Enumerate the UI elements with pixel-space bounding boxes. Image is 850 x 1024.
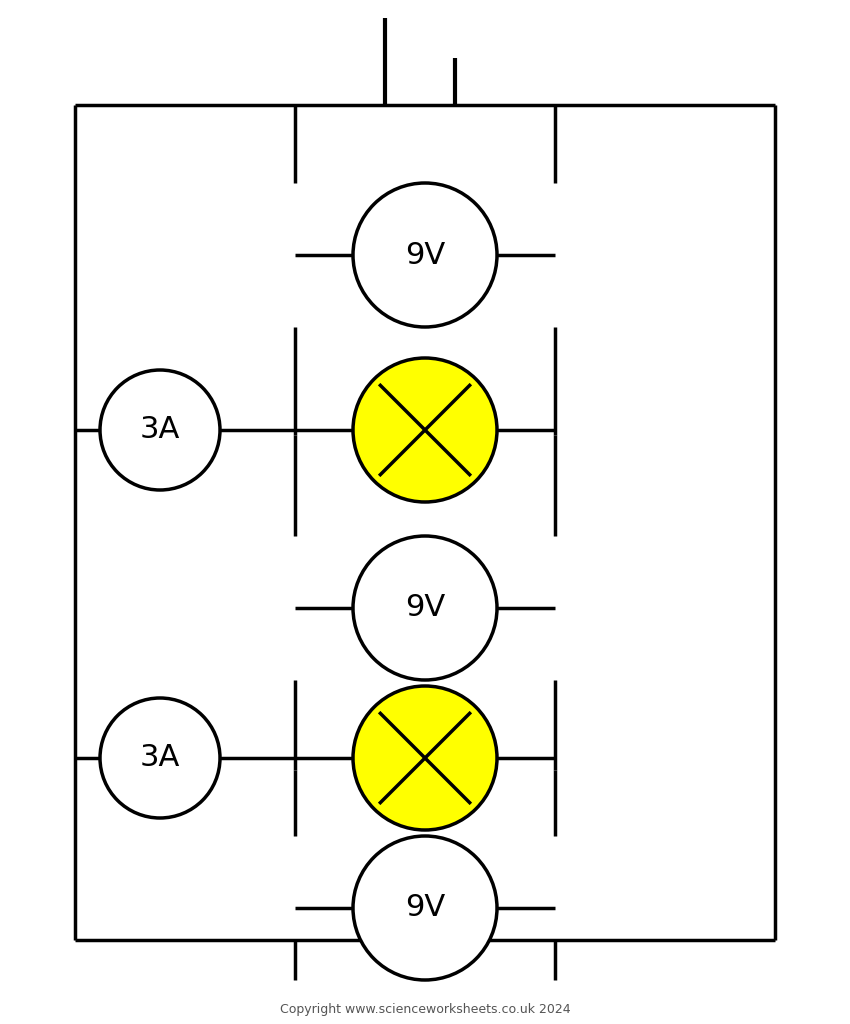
Text: 9V: 9V [405,241,445,269]
Circle shape [353,536,497,680]
Circle shape [353,836,497,980]
Text: 3A: 3A [139,416,180,444]
Circle shape [353,183,497,327]
Text: Copyright www.scienceworksheets.co.uk 2024: Copyright www.scienceworksheets.co.uk 20… [280,1004,570,1017]
Circle shape [100,370,220,490]
Text: 9V: 9V [405,894,445,923]
Text: 9V: 9V [405,594,445,623]
Circle shape [100,698,220,818]
Circle shape [353,358,497,502]
Circle shape [353,686,497,830]
Text: 3A: 3A [139,743,180,772]
